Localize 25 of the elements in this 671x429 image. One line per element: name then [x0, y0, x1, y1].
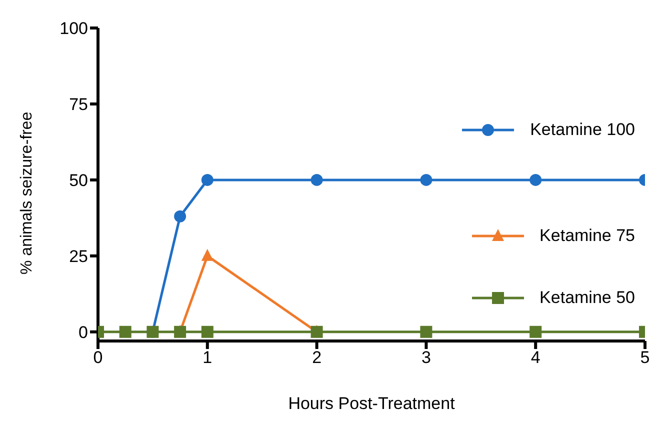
y-tick-label: 50: [69, 170, 88, 190]
point: [420, 326, 432, 338]
y-tick-label: 75: [69, 95, 88, 114]
point: [119, 326, 132, 338]
legend-label: Ketamine 50: [540, 288, 635, 308]
point: [310, 174, 323, 186]
x-tick-label: 0: [93, 348, 103, 368]
x-tick-label: 3: [421, 348, 431, 368]
y-axis-title: % animals seizure-free: [18, 112, 36, 274]
y-tick-label: 25: [69, 246, 88, 266]
y-tick-label: 0: [78, 322, 88, 342]
x-axis-title: Hours Post-Treatment: [288, 394, 456, 413]
legend-label: Ketamine 75: [540, 226, 635, 246]
legend-label: Ketamine 100: [530, 120, 635, 140]
point: [201, 326, 214, 338]
point: [174, 210, 186, 222]
x-tick-label: 2: [312, 348, 322, 368]
point: [530, 326, 542, 338]
y-tick-label: 100: [60, 19, 88, 38]
x-tick-label: 1: [202, 348, 212, 368]
x-tick-label: 4: [530, 348, 540, 368]
point: [530, 174, 542, 186]
point: [201, 174, 214, 186]
point: [420, 174, 432, 186]
x-tick-label: 5: [640, 348, 650, 368]
